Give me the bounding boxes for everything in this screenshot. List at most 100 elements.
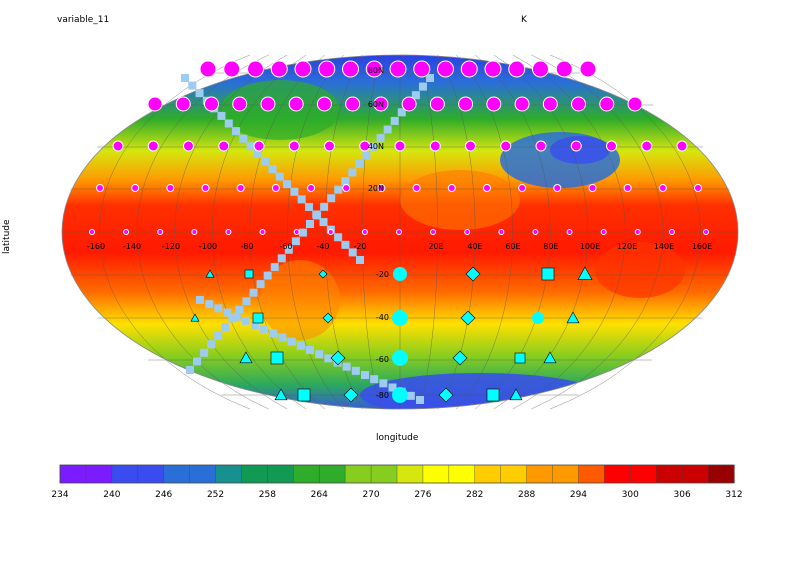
world-map: -160 -140 -120 -100 -80 -60 -40 -20 20E 40E 60E 80E… xyxy=(61,54,739,410)
north-marker xyxy=(147,96,163,112)
latitude-tick-labels: 80N 60N 40N 20N -20 -40 -60 -80 xyxy=(368,66,389,400)
latitude-tick-label: -40 xyxy=(376,313,389,322)
north-marker xyxy=(676,140,688,152)
track-cell xyxy=(200,348,209,357)
south-marker-triangle xyxy=(274,388,288,401)
track-cell xyxy=(260,325,269,334)
north-marker xyxy=(484,60,502,78)
track-cell xyxy=(327,194,336,203)
north-marker xyxy=(703,229,709,235)
colorbar-segment xyxy=(241,465,268,483)
track-cell xyxy=(256,280,265,289)
track-cell xyxy=(362,151,371,160)
track-cell xyxy=(223,308,232,317)
north-marker xyxy=(175,96,191,112)
north-marker xyxy=(634,229,641,235)
north-marker xyxy=(464,229,471,235)
north-marker xyxy=(532,60,549,78)
north-marker xyxy=(123,229,130,235)
south-marker-triangle xyxy=(566,311,580,324)
north-marker xyxy=(166,184,175,192)
track-cell xyxy=(411,91,420,100)
map-border xyxy=(61,54,739,410)
north-marker xyxy=(429,140,441,152)
south-marker-square xyxy=(514,352,526,364)
track-cell xyxy=(196,296,204,304)
north-marker xyxy=(342,184,351,192)
colorbar-segment xyxy=(474,465,502,483)
longitude-tick-label: -80 xyxy=(240,242,253,251)
track-cell xyxy=(249,288,258,297)
track-cell xyxy=(214,304,223,313)
station-markers xyxy=(89,60,709,403)
track-cell xyxy=(361,371,369,379)
south-marker-diamond xyxy=(318,269,328,279)
track-cell xyxy=(426,74,434,82)
track-cell xyxy=(298,228,307,237)
colorbar-tick-label: 300 xyxy=(622,490,639,500)
north-marker xyxy=(514,96,530,112)
longitude-tick-labels: -160 -140 -120 -100 -80 -60 -40 -20 20E 40E 60E 80E… xyxy=(87,242,712,251)
colorbar-segment xyxy=(682,465,709,483)
latitude-tick-label: 60N xyxy=(368,100,384,109)
longitude-tick-label: 140E xyxy=(654,242,674,251)
track-cell xyxy=(269,329,278,338)
north-marker xyxy=(412,184,421,192)
south-marker-triangle xyxy=(190,313,200,322)
south-marker-diamond xyxy=(465,266,481,282)
colorbar-segment xyxy=(656,465,683,483)
north-marker xyxy=(191,229,198,235)
track-cell xyxy=(290,187,299,196)
north-marker xyxy=(270,60,288,78)
latitude-tick-label: -60 xyxy=(376,355,389,364)
south-marker-diamond xyxy=(460,310,476,326)
south-marker-diamond xyxy=(330,350,346,366)
north-marker xyxy=(694,184,702,192)
north-marker xyxy=(377,184,386,192)
south-marker-diamond xyxy=(343,387,359,403)
south-marker-circle xyxy=(392,310,408,326)
north-marker xyxy=(223,60,241,78)
north-marker xyxy=(413,60,431,78)
track-cell xyxy=(291,237,300,246)
colorbar-tick-label: 258 xyxy=(259,490,276,500)
colorbar-tick-label: 234 xyxy=(51,490,68,500)
track-cell xyxy=(306,220,314,228)
north-marker xyxy=(201,184,210,192)
north-marker xyxy=(157,229,164,235)
track-cell xyxy=(242,297,251,306)
colorbar-segment xyxy=(526,465,554,483)
latitude-tick-label: 80N xyxy=(368,66,384,75)
north-marker xyxy=(429,96,445,112)
colorbar-tick-label: 306 xyxy=(674,490,691,500)
latitude-tick-label: 40N xyxy=(368,142,384,151)
south-marker-square xyxy=(297,388,311,402)
track-cell xyxy=(406,391,415,400)
south-marker-square xyxy=(252,312,264,324)
south-marker-circle xyxy=(393,267,407,281)
track-cell xyxy=(239,134,248,143)
north-marker xyxy=(316,96,332,112)
track-cell xyxy=(348,248,357,257)
north-marker xyxy=(294,60,312,78)
colorbar-segment xyxy=(137,465,165,483)
longitude-tick-label: -140 xyxy=(123,242,141,251)
north-marker xyxy=(236,184,245,192)
south-marker-circle xyxy=(392,387,408,403)
colorbar-segment xyxy=(500,465,528,483)
south-marker-square xyxy=(270,351,284,365)
latitude-tick-label: -20 xyxy=(376,270,389,279)
track-cell xyxy=(376,134,385,143)
track-cell xyxy=(228,314,237,323)
north-marker xyxy=(500,140,512,152)
colorbar-tick-label: 246 xyxy=(155,490,172,500)
north-marker xyxy=(318,60,336,78)
longitude-tick-label: 60E xyxy=(505,242,520,251)
north-marker xyxy=(307,184,316,192)
longitude-tick-label: 160E xyxy=(692,242,712,251)
track-cell xyxy=(207,340,216,349)
south-marker-diamond xyxy=(452,350,468,366)
colorbar-segment xyxy=(604,465,631,483)
colorbar-segment xyxy=(111,465,139,483)
